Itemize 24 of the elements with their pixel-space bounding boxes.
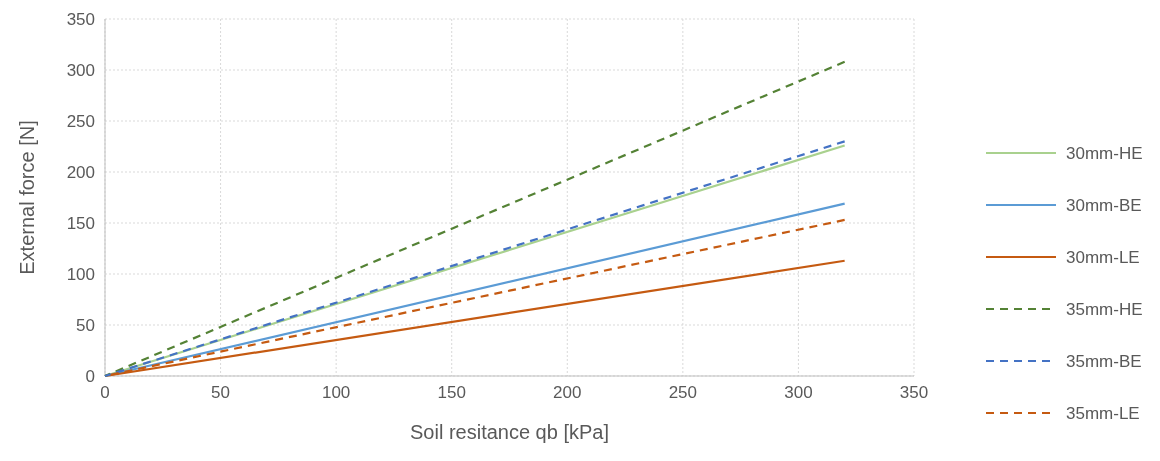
x-tick-label: 350: [899, 383, 929, 402]
y-tick-label: 0: [85, 367, 95, 386]
x-tick-label: 300: [784, 383, 813, 402]
x-tick-label: 100: [321, 383, 351, 402]
y-tick-label: 200: [66, 163, 95, 182]
x-axis-title: Soil resitance qb [kPa]: [410, 421, 609, 443]
x-tick-label: 250: [668, 383, 698, 402]
legend-label: 30mm-BE: [1066, 196, 1142, 215]
y-tick-label: 350: [66, 10, 95, 29]
y-tick-label: 150: [66, 214, 95, 233]
x-tick-label: 150: [437, 383, 466, 402]
legend-label: 35mm-HE: [1066, 300, 1143, 319]
y-tick-label: 100: [66, 265, 95, 284]
y-tick-label: 50: [76, 316, 95, 335]
y-tick-label: 300: [66, 61, 95, 80]
x-tick-label: 0: [100, 383, 110, 402]
legend-label: 35mm-BE: [1066, 352, 1142, 371]
legend-label: 30mm-LE: [1066, 248, 1140, 267]
x-tick-label: 50: [211, 383, 231, 402]
y-tick-label: 250: [66, 112, 95, 131]
x-tick-label: 200: [553, 383, 582, 402]
legend-label: 35mm-LE: [1066, 404, 1140, 423]
y-axis-title: External force [N]: [16, 120, 38, 275]
legend-label: 30mm-HE: [1066, 144, 1143, 163]
